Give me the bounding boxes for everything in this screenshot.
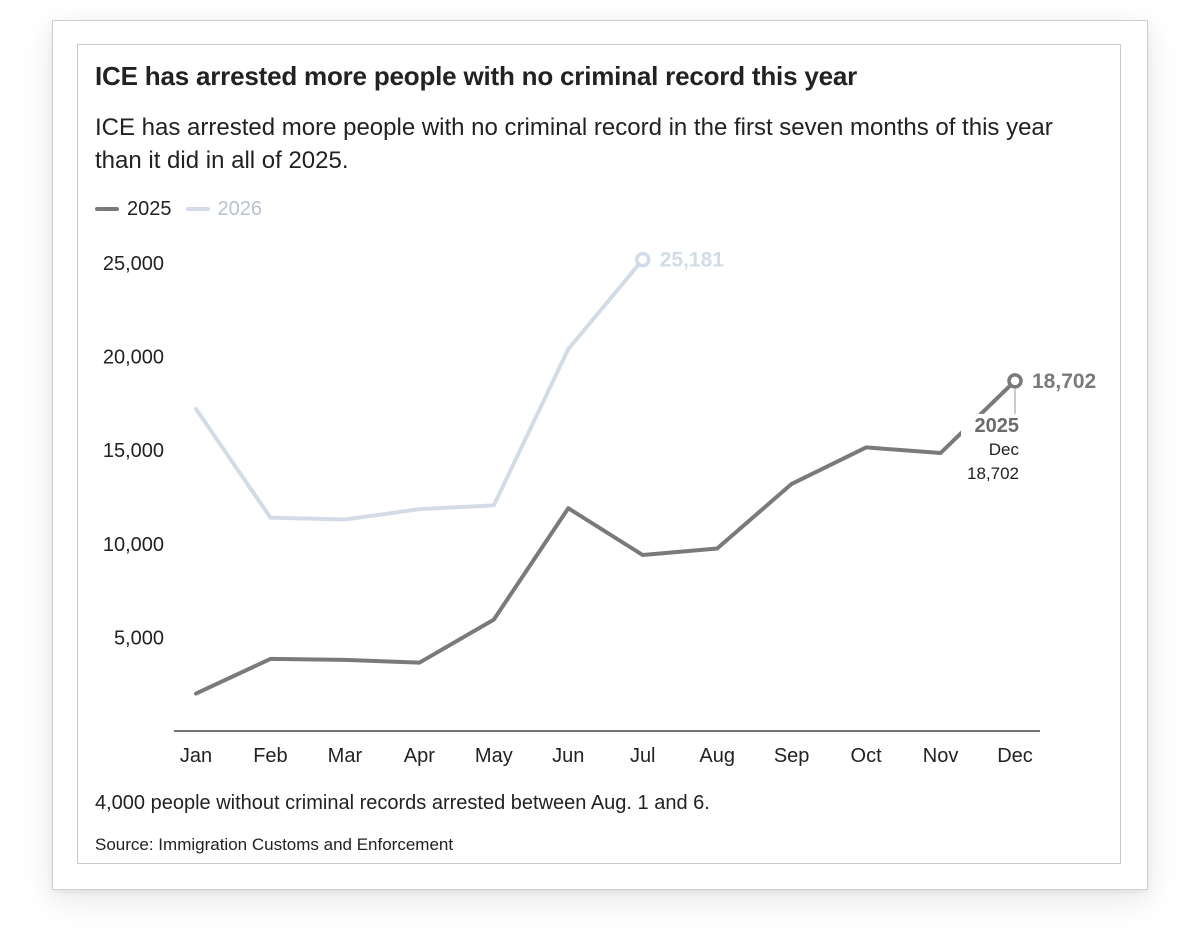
tooltip-series: 2025 xyxy=(975,415,1020,437)
x-tick-label: Apr xyxy=(404,745,435,767)
legend-item-2025: 2025 xyxy=(95,198,172,221)
series-line-2025 xyxy=(194,378,1017,696)
x-tick-label: Aug xyxy=(699,745,735,767)
tooltip-backing xyxy=(961,413,1019,436)
legend-swatch-2025 xyxy=(95,207,119,211)
legend-label-2025: 2025 xyxy=(127,197,172,220)
legend-item-2026: 2026 xyxy=(185,197,263,221)
chart-title: ICE has arrested more people with no cri… xyxy=(95,61,858,91)
series-end-marker-2025 xyxy=(1007,373,1023,389)
y-tick-label: 15,000 xyxy=(103,440,164,462)
x-tick-label: Dec xyxy=(997,745,1033,767)
chart-note: 4,000 people without criminal records ar… xyxy=(95,792,710,814)
line-chart: 5,000 10,000 15,000 20,000 25,000 Jan Feb Mar Ap… xyxy=(103,249,1096,767)
x-tick-label: Jan xyxy=(180,745,212,767)
series-line-2026 xyxy=(194,257,645,522)
x-tick-label: Jul xyxy=(630,745,656,767)
x-tick-label: Oct xyxy=(851,745,883,767)
series-end-label-2025: 18,702 xyxy=(1032,370,1096,393)
x-tick-label: May xyxy=(475,745,513,767)
series-end-marker-2026 xyxy=(634,251,651,268)
x-tick-label: Feb xyxy=(253,745,287,767)
x-tick-label: Sep xyxy=(774,745,810,767)
legend: 2025 2026 xyxy=(95,197,262,221)
chart-source: Source: Immigration Customs and Enforcem… xyxy=(95,835,454,854)
x-tick-label: Mar xyxy=(328,745,363,767)
legend-swatch-2026 xyxy=(185,207,210,211)
x-tick-label: Jun xyxy=(552,745,584,767)
y-tick-label: 20,000 xyxy=(103,347,164,369)
y-tick-label: 25,000 xyxy=(103,253,164,275)
legend-label-2026: 2026 xyxy=(217,197,263,220)
chart-card: ICE has arrested more people with no cri… xyxy=(77,44,1121,864)
tooltip-value: 18,702 xyxy=(967,464,1019,483)
y-tick-label: 10,000 xyxy=(103,534,164,556)
x-tick-label: Nov xyxy=(923,745,959,767)
y-tick-label: 5,000 xyxy=(114,627,164,649)
chart-subtitle: ICE has arrested more people with no cri… xyxy=(95,114,1053,174)
series-end-label-2026: 25,181 xyxy=(660,249,725,272)
tooltip-month: Dec xyxy=(989,440,1020,459)
